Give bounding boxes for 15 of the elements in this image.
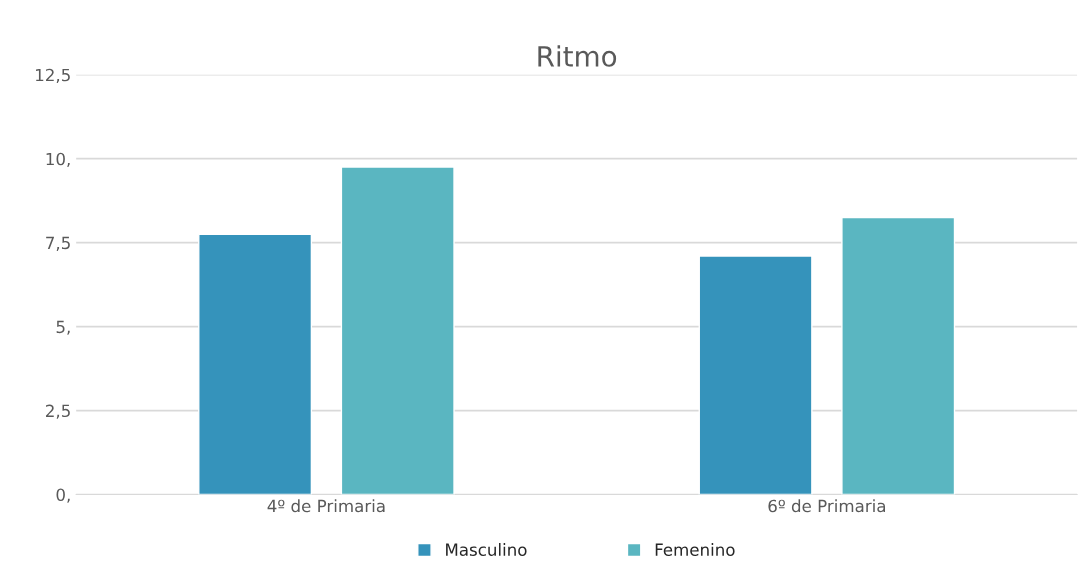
y-tick-label: 0,: [56, 488, 70, 503]
x-tick-label: 6º de Primaria: [768, 499, 885, 513]
y-tick-label: 2,5: [46, 404, 70, 419]
x-tick-label: 4º de Primaria: [267, 499, 385, 513]
bar: [340, 166, 455, 495]
y-tick-label: 12,5: [36, 68, 70, 84]
bar: [841, 216, 956, 495]
legend-label: Femenino: [655, 543, 735, 556]
bar: [698, 255, 813, 495]
bar: [198, 233, 313, 495]
y-tick-label: 7,5: [46, 236, 70, 251]
chart-title: Ritmo: [538, 45, 617, 67]
y-tick-label: 10,: [46, 152, 70, 167]
y-tick-label: 5,: [56, 320, 70, 335]
legend-label: Masculino: [446, 543, 527, 556]
